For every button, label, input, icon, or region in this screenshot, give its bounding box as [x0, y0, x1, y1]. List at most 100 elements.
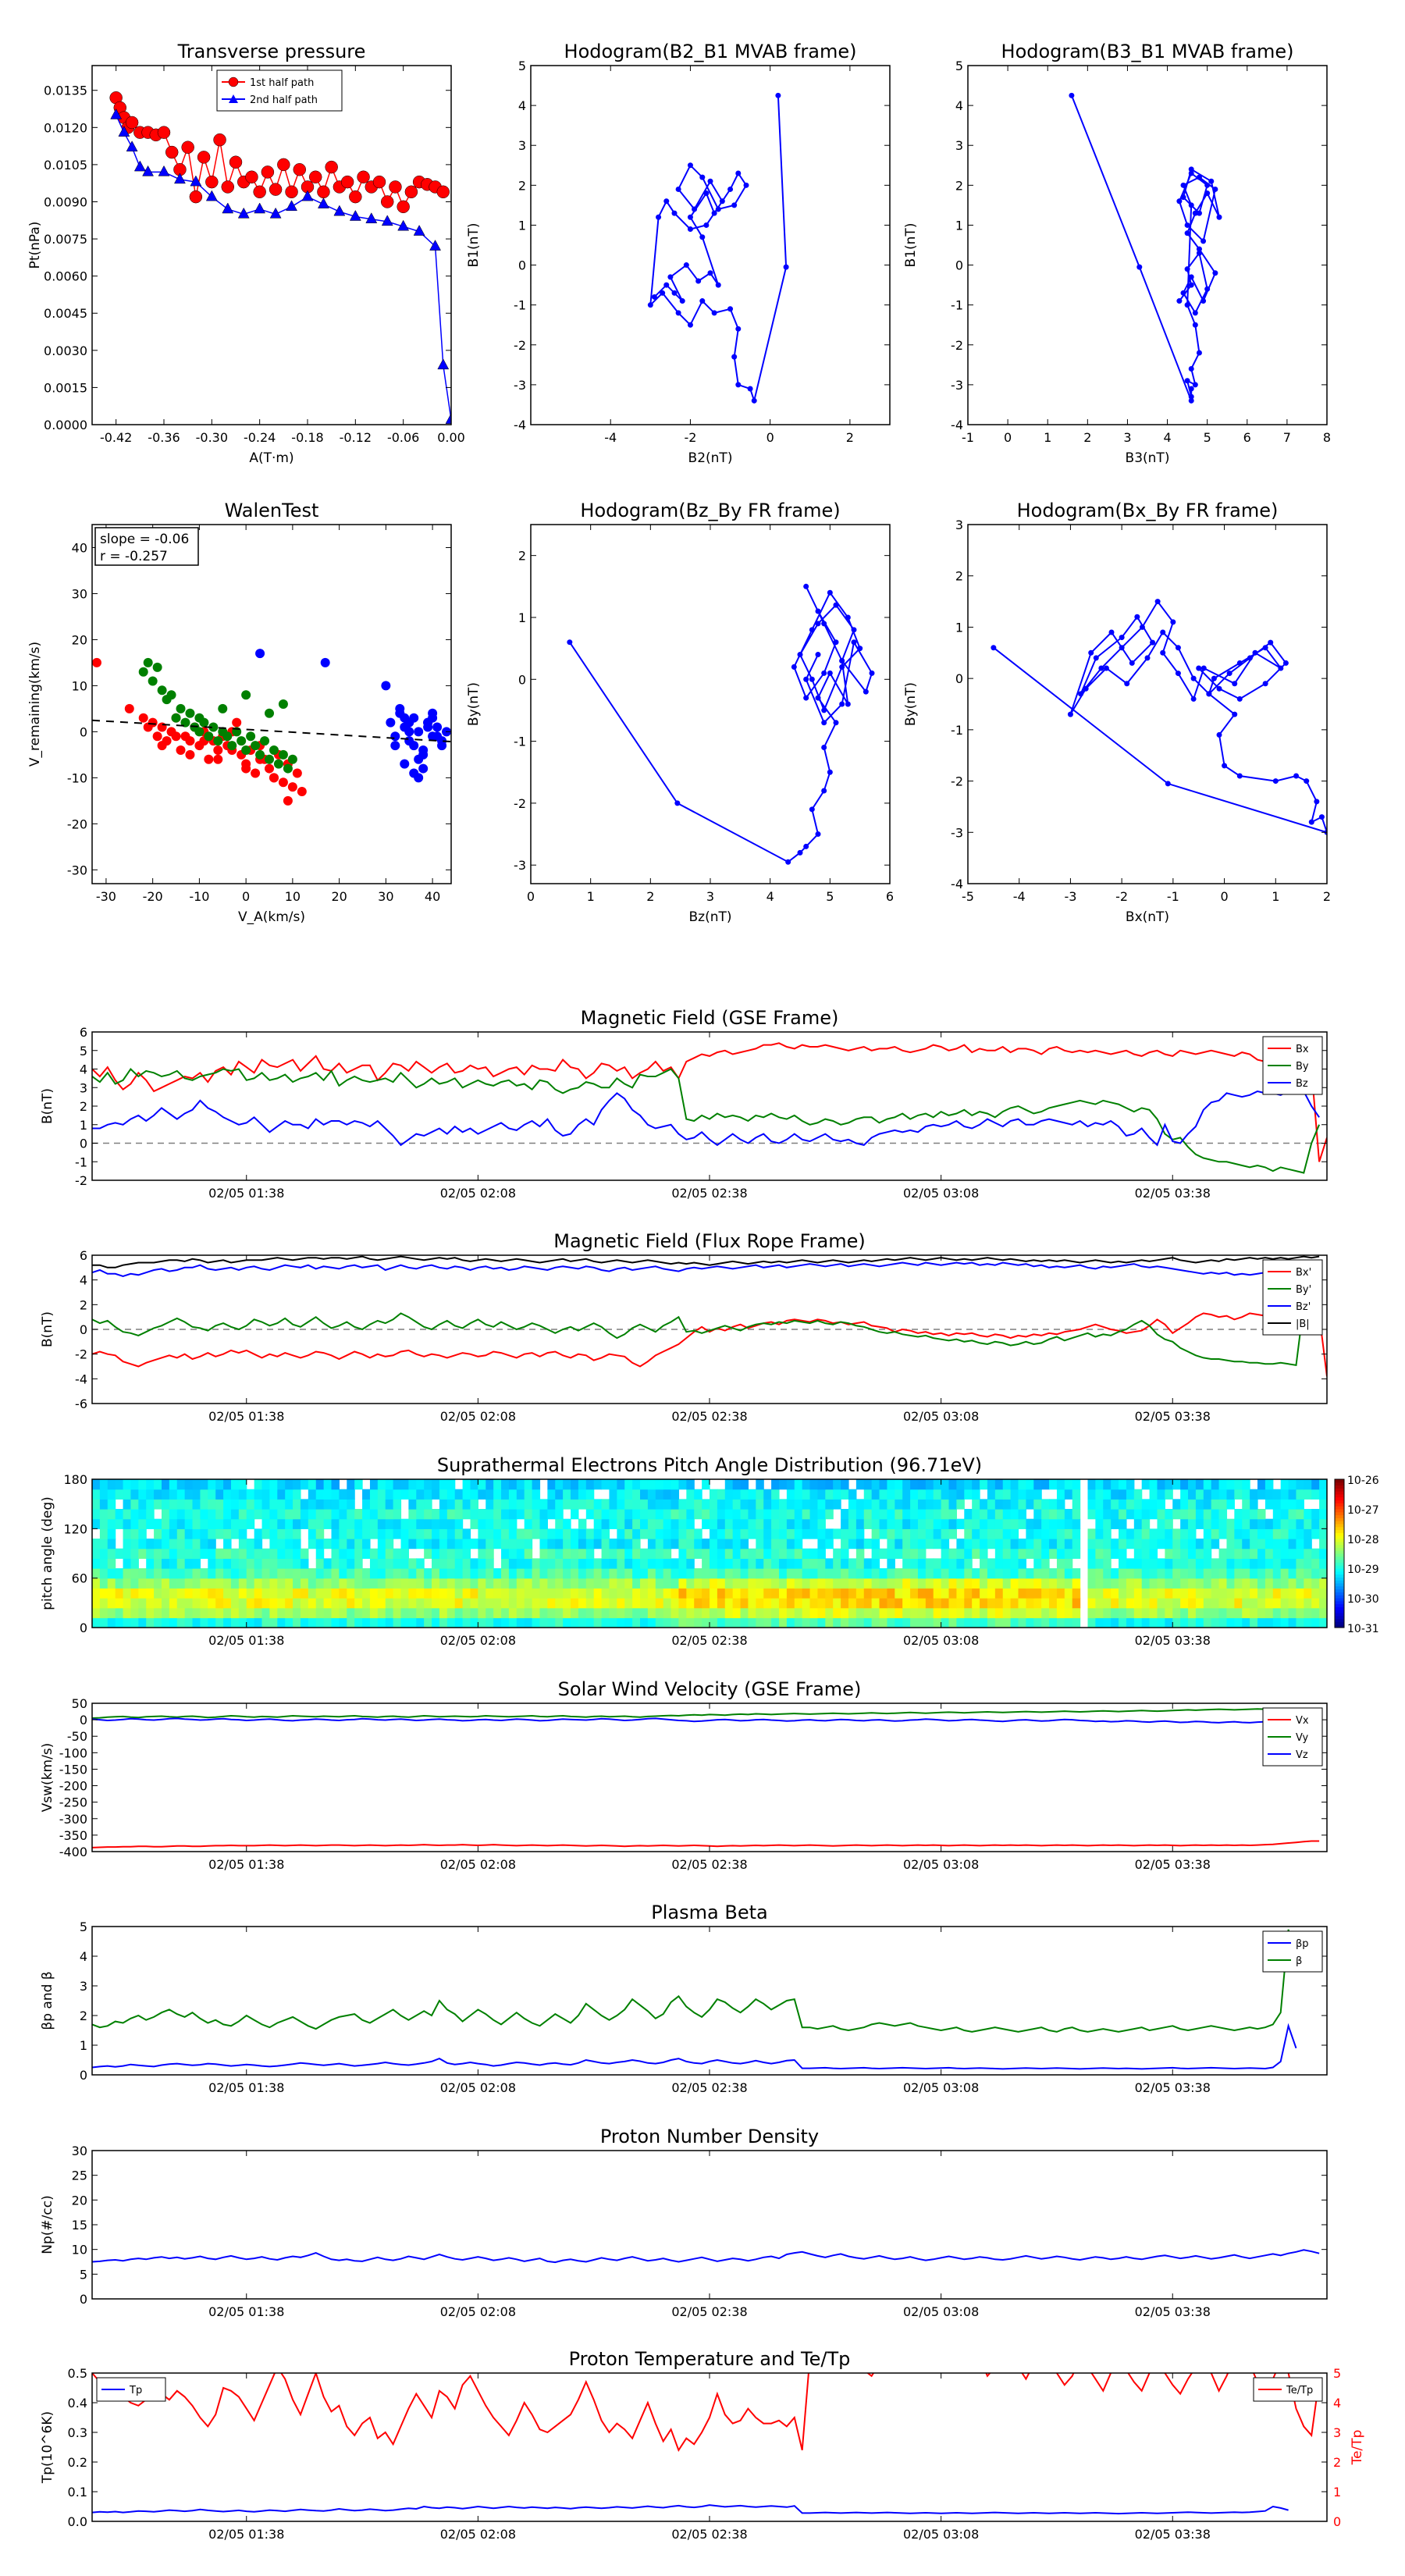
x-tick-label: 0 [1004, 430, 1012, 445]
heatmap-cell [617, 1489, 625, 1500]
heatmap-cell [863, 1499, 873, 1510]
data-point [118, 126, 130, 137]
heatmap-cell [1064, 1588, 1073, 1599]
heatmap-cell [917, 1558, 927, 1569]
heatmap-cell [532, 1558, 541, 1569]
heatmap-cell [1111, 1607, 1119, 1618]
y-tick-label: 0 [80, 724, 87, 739]
heatmap-cell [1002, 1617, 1012, 1628]
series-line-Vx [92, 1840, 1320, 1848]
heatmap-cell [617, 1509, 625, 1520]
data-point [1318, 814, 1325, 820]
heatmap-cell [501, 1578, 510, 1589]
heatmap-cell [176, 1558, 186, 1569]
data-point [292, 768, 302, 778]
heatmap-cell [1149, 1539, 1158, 1550]
y-axis-label: B(nT) [40, 1088, 55, 1124]
heatmap-cell [710, 1489, 718, 1500]
heatmap-cell [339, 1588, 347, 1599]
data-point [667, 274, 674, 280]
heatmap-cell [161, 1617, 170, 1628]
heatmap-cell [1264, 1528, 1274, 1539]
heatmap-cell [895, 1607, 903, 1618]
heatmap-cell [1095, 1499, 1104, 1510]
heatmap-cell [848, 1598, 857, 1609]
heatmap-cell [154, 1607, 162, 1618]
heatmap-cell [547, 1539, 556, 1550]
heatmap-cell [293, 1518, 301, 1529]
heatmap-cell [647, 1588, 656, 1599]
heatmap-cell [724, 1539, 734, 1550]
y-axis-label: By(nT) [903, 682, 919, 726]
heatmap-cell [841, 1479, 849, 1490]
heatmap-cell [563, 1528, 571, 1539]
heatmap-cell [786, 1499, 795, 1510]
heatmap-cell [347, 1568, 355, 1579]
heatmap-cell [547, 1617, 556, 1628]
heatmap-cell [176, 1548, 186, 1559]
heatmap-cell [956, 1568, 965, 1579]
heatmap-cell [640, 1518, 649, 1529]
heatmap-cell [300, 1568, 309, 1579]
heatmap-cell [1264, 1539, 1274, 1550]
heatmap-cell [1257, 1518, 1266, 1529]
y-tick-label: 15 [72, 2218, 87, 2233]
heatmap-cell [1296, 1607, 1304, 1618]
heatmap-cell [1280, 1518, 1289, 1529]
heatmap-cell [694, 1539, 702, 1550]
heatmap-cell [778, 1518, 788, 1529]
heatmap-cell [1288, 1528, 1297, 1539]
y-tick-label: 30 [72, 586, 87, 601]
heatmap-cell [678, 1588, 687, 1599]
heatmap-cell [1211, 1598, 1220, 1609]
heatmap-cell [385, 1479, 394, 1490]
heatmap-cell [1311, 1617, 1320, 1628]
heatmap-cell [678, 1539, 687, 1550]
heatmap-cell [161, 1598, 170, 1609]
heatmap-cell [176, 1539, 186, 1550]
heatmap-cell [439, 1598, 448, 1609]
heatmap-cell [277, 1479, 286, 1490]
data-point [1216, 214, 1222, 220]
heatmap-cell [833, 1489, 841, 1500]
heatmap-cell [192, 1528, 201, 1539]
heatmap-cell [1033, 1548, 1042, 1559]
heatmap-cell [516, 1578, 525, 1589]
data-point [1184, 378, 1190, 384]
y-tick-label: -30 [67, 863, 87, 877]
heatmap-cell [478, 1568, 486, 1579]
x-axis-label: A(T·m) [249, 450, 293, 466]
heatmap-cell [956, 1588, 965, 1599]
heatmap-cell [763, 1528, 772, 1539]
heatmap-cell [702, 1578, 710, 1589]
heatmap-cell [1033, 1568, 1042, 1579]
heatmap-cell [887, 1568, 895, 1579]
heatmap-cell [293, 1539, 301, 1550]
heatmap-cell [578, 1528, 587, 1539]
heatmap-cell [524, 1568, 533, 1579]
heatmap-cell [972, 1568, 980, 1579]
heatmap-cell [848, 1518, 857, 1529]
heatmap-cell [269, 1489, 278, 1500]
heatmap-cell [1095, 1528, 1104, 1539]
heatmap-cell [933, 1558, 942, 1569]
y-tick-label: -1 [75, 1155, 87, 1169]
heatmap-cell [694, 1489, 702, 1500]
heatmap-cell [99, 1479, 108, 1490]
heatmap-cell [1234, 1479, 1243, 1490]
heatmap-cell [802, 1558, 811, 1569]
data-point [261, 165, 275, 179]
heatmap-cell [347, 1509, 355, 1520]
heatmap-cell [855, 1528, 865, 1539]
heatmap-cell [192, 1578, 201, 1589]
heatmap-cell [1250, 1509, 1258, 1520]
heatmap-cell [300, 1509, 309, 1520]
data-point [143, 657, 153, 667]
heatmap-cell [1264, 1489, 1274, 1500]
heatmap-cell [516, 1598, 525, 1609]
heatmap-cell [724, 1588, 734, 1599]
heatmap-cell [285, 1598, 293, 1609]
heatmap-cell [161, 1548, 170, 1559]
heatmap-cell [817, 1548, 826, 1559]
heatmap-cell [1002, 1518, 1012, 1529]
